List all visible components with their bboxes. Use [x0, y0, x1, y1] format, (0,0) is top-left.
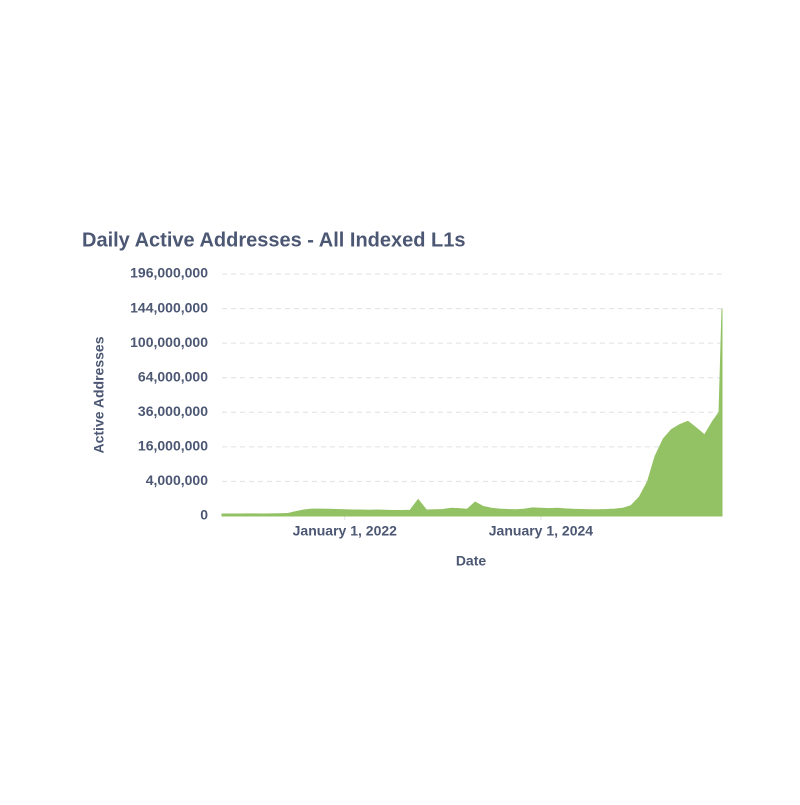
y-tick-label: 16,000,000 [138, 438, 208, 454]
y-tick-label: 100,000,000 [130, 334, 208, 350]
y-tick-label: 64,000,000 [138, 368, 208, 384]
x-axis-label: Date [456, 553, 487, 569]
y-tick-label: 36,000,000 [138, 403, 208, 419]
y-tick-label: 144,000,000 [130, 299, 208, 315]
x-tick-label: January 1, 2024 [489, 523, 594, 539]
area [221, 308, 723, 517]
y-tick-label: 0 [200, 507, 208, 523]
chart-title: Daily Active Addresses - All Indexed L1s [82, 229, 465, 251]
y-axis-label: Active Addresses [91, 336, 107, 453]
y-tick-label: 196,000,000 [130, 265, 208, 281]
x-tick-label: January 1, 2022 [293, 523, 398, 539]
y-tick-label: 4,000,000 [146, 472, 208, 488]
